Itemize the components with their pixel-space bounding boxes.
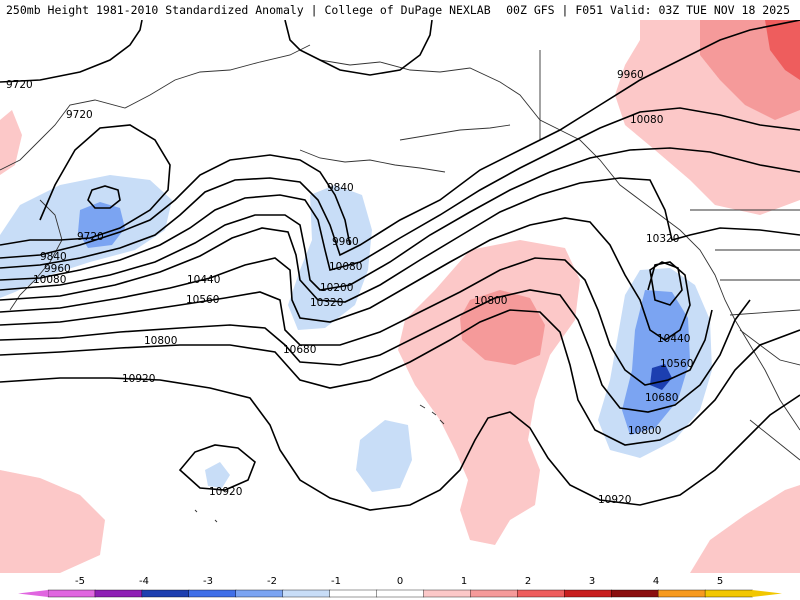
contour-label: 10800 bbox=[474, 295, 507, 307]
colorbar-tick-label: 4 bbox=[653, 576, 659, 587]
colorbar-segment bbox=[704, 589, 753, 598]
contour-9720-low bbox=[0, 124, 171, 246]
contour-10440 bbox=[0, 217, 691, 341]
colorbar-tick-label: 1 bbox=[461, 576, 467, 587]
contour-9840 bbox=[0, 154, 351, 259]
anomaly-positive-southeast bbox=[690, 485, 800, 573]
contour-10680 bbox=[0, 289, 751, 413]
colorbar-segment bbox=[235, 589, 284, 598]
contour-10320 bbox=[0, 177, 800, 303]
colorbar: -5 -4 -3 -2 -1 0 1 2 3 4 5 bbox=[18, 576, 782, 598]
contour-label: 10920 bbox=[122, 373, 155, 385]
colorbar-segment bbox=[470, 589, 519, 598]
contour-label: 9840 bbox=[40, 251, 67, 263]
coastlines bbox=[0, 44, 800, 523]
colorbar-arrow-left bbox=[18, 590, 48, 597]
contour-label: 10560 bbox=[660, 358, 693, 370]
model-run-info: 00Z GFS | F051 Valid: 03Z TUE NOV 18 202… bbox=[506, 3, 790, 17]
map-title: 250mb Height 1981-2010 Standardized Anom… bbox=[6, 3, 491, 17]
contour-label: 10680 bbox=[283, 344, 316, 356]
contour-label: 9720 bbox=[6, 79, 33, 91]
contour-label: 10680 bbox=[645, 392, 678, 404]
contour-east-low bbox=[649, 261, 683, 306]
colorbar-tick-label: -5 bbox=[75, 576, 85, 587]
colorbar-segment bbox=[141, 589, 190, 598]
contour-9720-north bbox=[0, 20, 143, 83]
contour-9720-top-right bbox=[284, 20, 433, 76]
contour-9720-inner bbox=[87, 185, 121, 209]
colorbar-segments bbox=[18, 589, 782, 598]
colorbar-segment bbox=[188, 589, 237, 598]
contour-label: 9720 bbox=[77, 231, 104, 243]
contour-9960 bbox=[0, 20, 800, 269]
anomaly-negative-northwest-core bbox=[78, 202, 125, 248]
anomaly-positive-central-core bbox=[460, 290, 545, 365]
contour-label: 10920 bbox=[598, 494, 631, 506]
colorbar-tick-label: 0 bbox=[397, 576, 403, 587]
colorbar-segment bbox=[564, 589, 612, 598]
anomaly-positive-west-edge bbox=[0, 110, 22, 175]
colorbar-segment bbox=[376, 589, 425, 598]
colorbar-tick-label: -3 bbox=[203, 576, 213, 587]
anomaly-positive-northeast-peak bbox=[765, 20, 800, 80]
contour-label: 10200 bbox=[320, 282, 353, 294]
weather-map: 9720 9720 9720 9840 9840 9960 9960 9960 … bbox=[0, 20, 800, 573]
contour-10800 bbox=[0, 309, 800, 446]
contour-label: 10080 bbox=[630, 114, 663, 126]
contour-label: 10800 bbox=[144, 335, 177, 347]
contour-label: 10080 bbox=[33, 274, 66, 286]
colorbar-segment bbox=[329, 589, 378, 598]
contour-10920 bbox=[0, 377, 800, 511]
anomaly-shading bbox=[0, 20, 800, 573]
contour-label: 9960 bbox=[617, 69, 644, 81]
contour-label: 9960 bbox=[44, 263, 71, 275]
colorbar-segment bbox=[657, 589, 706, 598]
anomaly-negative-southwest-small bbox=[205, 462, 230, 488]
colorbar-tick-label: 5 bbox=[717, 576, 723, 587]
anomaly-negative-central-north bbox=[288, 185, 372, 330]
contour-label: 9960 bbox=[332, 236, 359, 248]
contour-label: 10440 bbox=[187, 274, 220, 286]
contour-10080 bbox=[0, 107, 800, 281]
colorbar-segment bbox=[94, 589, 143, 598]
height-contours bbox=[0, 20, 800, 511]
colorbar-tick-label: -1 bbox=[331, 576, 341, 587]
contour-label: 10320 bbox=[310, 297, 343, 309]
colorbar-tick-label: 2 bbox=[525, 576, 531, 587]
contour-labels: 9720 9720 9720 9840 9840 9960 9960 9960 … bbox=[6, 69, 693, 506]
colorbar-segment bbox=[611, 589, 659, 598]
colorbar-tick-label: -4 bbox=[139, 576, 149, 587]
contour-label: 10440 bbox=[657, 333, 690, 345]
colorbar-ticks: -5 -4 -3 -2 -1 0 1 2 3 4 5 bbox=[75, 576, 723, 587]
colorbar-tick-label: -2 bbox=[267, 576, 277, 587]
colorbar-arrow-right bbox=[752, 590, 782, 597]
contour-label: 10800 bbox=[628, 425, 661, 437]
contour-label: 9720 bbox=[66, 109, 93, 121]
colorbar-segment bbox=[282, 589, 331, 598]
contour-label: 10920 bbox=[209, 486, 242, 498]
contour-10920-loop bbox=[178, 444, 256, 491]
contour-label: 9840 bbox=[327, 182, 354, 194]
colorbar-segment bbox=[423, 589, 472, 598]
contour-10200 bbox=[0, 147, 800, 291]
colorbar-segment bbox=[517, 589, 565, 598]
anomaly-positive-central bbox=[398, 240, 580, 545]
anomaly-positive-southwest bbox=[0, 470, 105, 573]
header-bar: 250mb Height 1981-2010 Standardized Anom… bbox=[0, 0, 800, 20]
contour-label: 10320 bbox=[646, 233, 679, 245]
colorbar-tick-label: 3 bbox=[589, 576, 595, 587]
contour-label: 10080 bbox=[329, 261, 362, 273]
anomaly-negative-south-central bbox=[356, 420, 412, 492]
colorbar-segment bbox=[47, 589, 96, 598]
anomaly-negative-east-core bbox=[622, 290, 690, 435]
contour-10560 bbox=[0, 257, 713, 386]
contour-label: 10560 bbox=[186, 294, 219, 306]
